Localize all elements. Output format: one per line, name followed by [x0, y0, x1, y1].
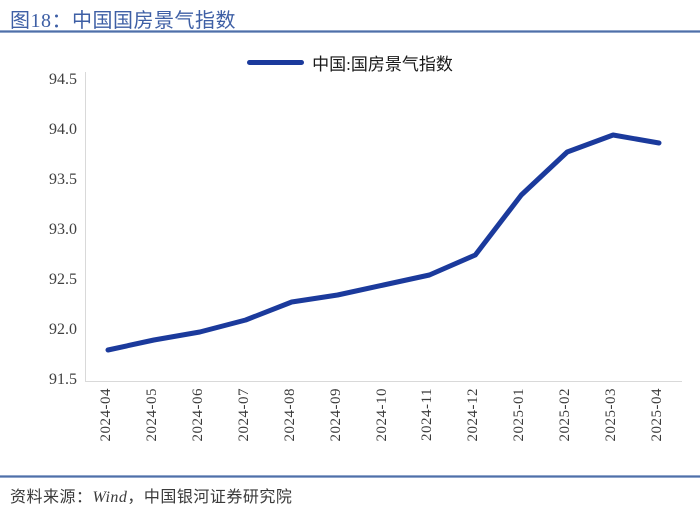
source-note: 资料来源：Wind，中国银河证券研究院	[10, 483, 292, 507]
y-axis-label: 92.5	[49, 271, 77, 288]
y-axis-spine	[85, 72, 86, 381]
legend-label: 中国:国房景气指数	[312, 55, 453, 74]
y-axis-label: 94.5	[49, 71, 77, 88]
source-suffix: ，中国银河证券研究院	[127, 489, 293, 506]
y-axis-label: 94.0	[49, 121, 77, 138]
legend-line-swatch-icon	[247, 60, 305, 65]
y-axis-label: 93.5	[49, 171, 77, 188]
source-prefix: 资料来源：	[10, 489, 93, 506]
footer-divider-rule	[0, 475, 700, 478]
x-axis-spine	[85, 381, 682, 382]
source-wind: Wind	[92, 489, 128, 506]
y-axis-label: 93.0	[49, 221, 77, 238]
y-axis-label: 91.5	[49, 371, 77, 388]
chart-legend: 中国:国房景气指数	[0, 50, 700, 75]
y-axis-label: 92.0	[49, 321, 77, 338]
series-polyline	[105, 132, 662, 353]
title-divider-rule	[0, 30, 700, 33]
figure-title: 图18：中国国房景气指数	[10, 10, 236, 32]
